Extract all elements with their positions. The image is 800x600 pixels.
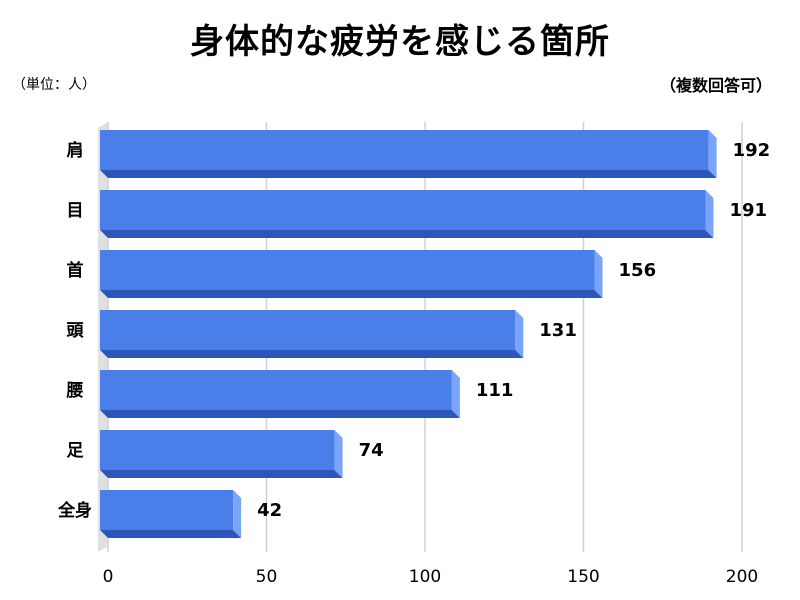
bar-side [705, 190, 714, 238]
x-tick-label: 0 [103, 567, 114, 587]
category-label: 肩 [67, 140, 84, 161]
category-label: 全身 [57, 500, 92, 521]
bar [100, 430, 343, 478]
category-label: 頭 [67, 321, 85, 341]
bar-side [708, 130, 717, 178]
bar-face [100, 130, 709, 170]
bar-side [451, 370, 460, 418]
bar-side [594, 250, 603, 298]
bar-side [334, 430, 343, 478]
data-label: 192 [733, 140, 771, 161]
bar [100, 190, 714, 238]
x-tick-label: 200 [726, 567, 758, 587]
data-label: 191 [729, 200, 767, 221]
category-label: 首 [67, 260, 84, 281]
category-label: 腰 [67, 381, 84, 401]
unit-label: （単位：人） [12, 77, 96, 93]
category-label: 足 [67, 441, 84, 461]
multiple-answer-note: （複数回答可） [659, 76, 772, 95]
bar [100, 130, 717, 178]
bar-bottom [100, 530, 242, 538]
bar-bottom [100, 230, 714, 238]
bar [100, 250, 603, 298]
data-label: 74 [359, 440, 384, 461]
bar [100, 490, 242, 538]
data-label: 156 [619, 260, 657, 281]
bar-bottom [100, 470, 343, 478]
bar-face [100, 430, 335, 470]
bar [100, 310, 524, 358]
data-label: 131 [539, 320, 577, 341]
bar-bottom [100, 350, 524, 358]
x-tick-label: 100 [409, 567, 441, 587]
bar-side [515, 310, 524, 358]
bar [100, 370, 460, 418]
bar-bottom [100, 170, 717, 178]
data-label: 111 [476, 380, 514, 401]
bar-face [100, 490, 234, 530]
bar-face [100, 370, 452, 410]
bar-face [100, 310, 516, 350]
x-tick-label: 150 [567, 567, 599, 587]
bar-side [233, 490, 242, 538]
bar-face [100, 250, 595, 290]
x-tick-label: 50 [256, 567, 278, 587]
category-label: 目 [67, 201, 84, 221]
chart-title: 身体的な疲労を感じる箇所 [190, 22, 610, 62]
bar-bottom [100, 410, 460, 418]
bar-face [100, 190, 706, 230]
bar-bottom [100, 290, 603, 298]
data-label: 42 [257, 500, 282, 521]
